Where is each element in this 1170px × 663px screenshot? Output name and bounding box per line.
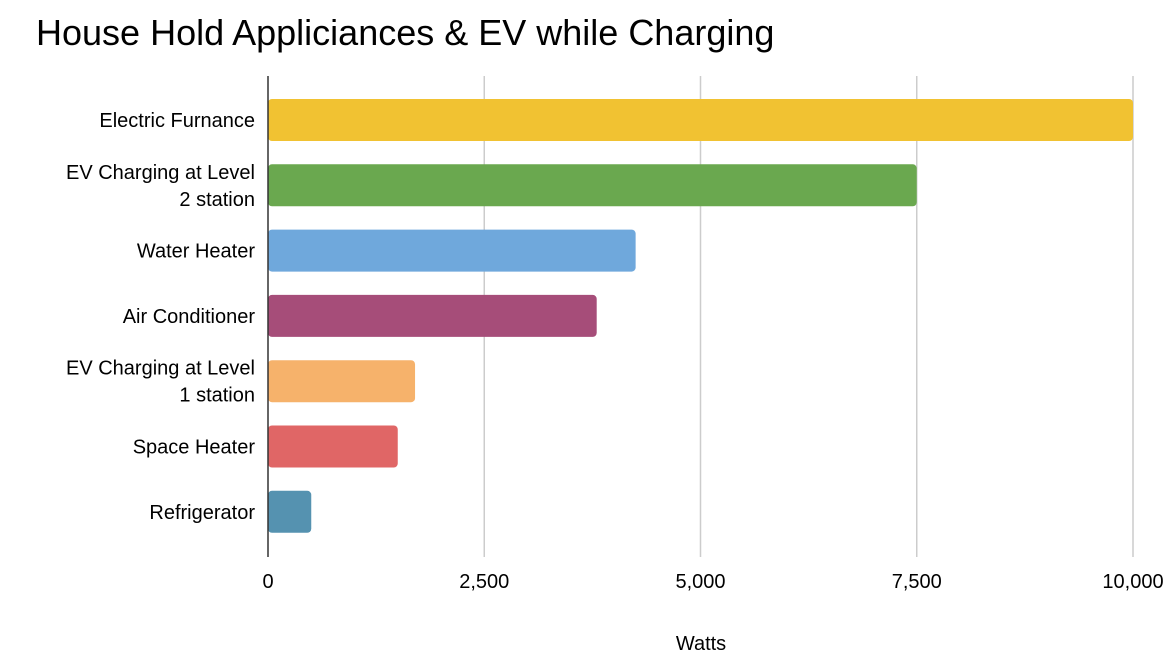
bar — [268, 164, 917, 207]
category-label-line: 1 station — [179, 385, 255, 407]
x-axis-title: Watts — [676, 633, 726, 655]
category-labels: Electric Furnance EV Charging at Level 2 s… — [66, 110, 255, 524]
category-label: Water Heater — [137, 241, 256, 263]
x-tick-label: 0 — [262, 571, 273, 593]
category-label: Space Heater — [133, 437, 256, 459]
category-label-line: EV Charging at Level — [66, 358, 255, 380]
bar — [268, 99, 1133, 141]
category-label: EV Charging at Level 2 station — [66, 162, 255, 211]
x-tick-label: 7,500 — [892, 571, 942, 593]
category-label: EV Charging at Level 1 station — [66, 358, 255, 407]
category-label-line: 2 station — [179, 189, 255, 211]
x-tick-label: 10,000 — [1102, 571, 1163, 593]
x-tick-label: 5,000 — [675, 571, 725, 593]
category-label-line: EV Charging at Level — [66, 162, 255, 184]
bar — [268, 490, 312, 533]
bar — [268, 229, 636, 272]
bar — [268, 425, 398, 468]
category-label-line: Water Heater — [137, 241, 256, 263]
category-label: Air Conditioner — [123, 306, 256, 328]
x-tick-label: 2,500 — [459, 571, 509, 593]
bar — [268, 294, 597, 337]
bars — [268, 99, 1133, 533]
chart-title: House Hold Appliciances & EV while Charg… — [36, 12, 774, 53]
category-label-line: Space Heater — [133, 437, 256, 459]
category-label: Refrigerator — [149, 502, 255, 524]
bar — [268, 360, 416, 403]
category-label-line: Air Conditioner — [123, 306, 256, 328]
category-label-line: Refrigerator — [149, 502, 255, 524]
category-label-line: Electric Furnance — [99, 110, 255, 132]
x-tick-labels: 0 2,500 5,000 7,500 10,000 — [262, 571, 1163, 593]
category-label: Electric Furnance — [99, 110, 255, 132]
